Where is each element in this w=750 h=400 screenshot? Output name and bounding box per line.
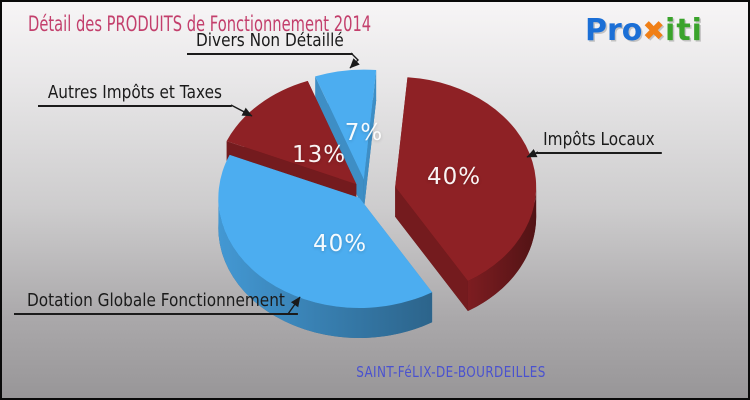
label-dotation-globale: Dotation Globale Fonctionnement bbox=[14, 290, 298, 315]
value-label-divers: 7% bbox=[344, 120, 384, 146]
value-label-impots: 40% bbox=[426, 164, 482, 190]
pie-slice-3-top bbox=[315, 69, 377, 180]
label-divers: Divers Non Détaillé bbox=[187, 30, 353, 55]
pie-slice-0-cut-end bbox=[395, 186, 468, 311]
label-impots-locaux: Impôts Locaux bbox=[536, 129, 662, 154]
pie-slice-1-rim bbox=[218, 197, 433, 338]
logo-text-iti: iti bbox=[665, 13, 703, 48]
commune-name: SAINT-FéLIX-DE-BOURDEILLES bbox=[356, 363, 546, 381]
pie-slice-3-cut-end bbox=[363, 70, 377, 210]
pie-slice-2-top bbox=[226, 80, 357, 185]
pie-slice-1-top bbox=[218, 154, 433, 308]
leader-dotation bbox=[287, 296, 301, 315]
logo-x-icon: ✖ bbox=[642, 16, 666, 47]
pie-3d bbox=[218, 69, 537, 338]
leader-autres bbox=[230, 104, 253, 117]
label-autres-impots: Autres Impôts et Taxes bbox=[38, 82, 232, 107]
proxiti-logo[interactable]: Pro✖iti bbox=[585, 13, 703, 48]
chart-title: Détail des PRODUITS de Fonctionnement 20… bbox=[28, 12, 372, 36]
value-label-dotation: 40% bbox=[312, 231, 368, 257]
leader-divers bbox=[349, 52, 360, 69]
value-label-autres: 13% bbox=[291, 142, 347, 168]
pie-slice-0-rim bbox=[467, 186, 537, 311]
pie-slice-0-top bbox=[395, 77, 537, 281]
logo-text-pro: Pro bbox=[585, 13, 643, 48]
